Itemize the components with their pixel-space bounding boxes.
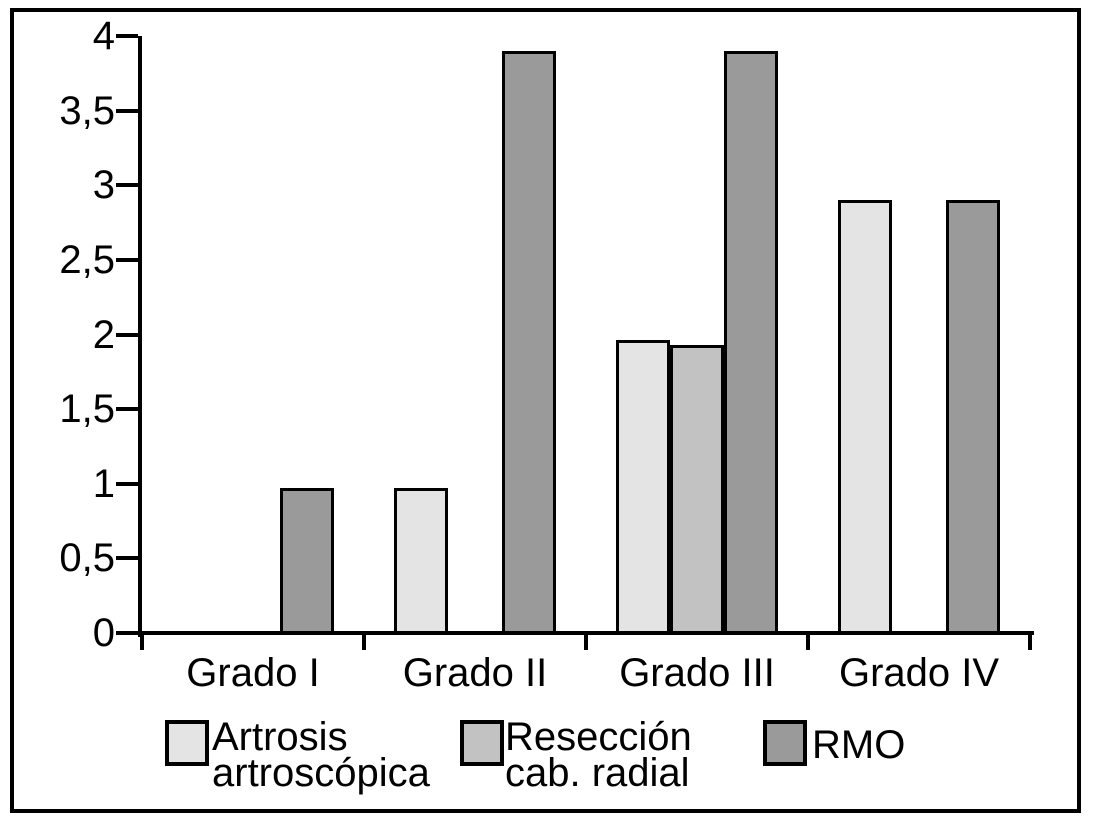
bar-grado-iv-series-2 (946, 200, 1000, 635)
x-tick (140, 631, 144, 650)
legend-swatch-series-2 (763, 720, 807, 766)
x-tick (584, 631, 588, 650)
legend-swatch-series-1 (460, 720, 504, 766)
y-tick-label: 1 (92, 462, 115, 506)
y-tick (116, 333, 138, 337)
y-tick-label: 0 (92, 611, 115, 655)
y-tick-label: 4 (92, 14, 115, 58)
x-category-label: Grado I (186, 651, 320, 695)
x-tick (362, 631, 366, 650)
bar-grado-iv-series-0 (838, 200, 892, 635)
y-tick (116, 183, 138, 187)
bar-grado-ii-series-2 (502, 51, 556, 635)
y-tick (116, 407, 138, 411)
bar-grado-iii-series-0 (616, 340, 670, 635)
x-tick (1028, 631, 1032, 650)
legend-label-series-1: Resección cab. radial (505, 715, 692, 795)
legend-label-series-2: RMO (812, 723, 906, 767)
bar-grado-iii-series-1 (670, 345, 724, 635)
bar-grado-ii-series-0 (394, 488, 448, 635)
y-tick-label: 1,5 (59, 387, 115, 431)
y-axis (138, 36, 142, 637)
y-tick-label: 2,5 (59, 238, 115, 282)
legend-label-series-0: Artrosis artroscópica (212, 715, 430, 795)
x-category-label: Grado II (402, 651, 548, 695)
y-tick-label: 2 (92, 313, 115, 357)
y-tick (116, 482, 138, 486)
y-tick (116, 34, 138, 38)
y-tick-label: 3,5 (59, 89, 115, 133)
x-category-label: Grado IV (838, 651, 1000, 695)
x-tick (806, 631, 810, 650)
bar-grado-iii-series-2 (724, 51, 778, 635)
y-tick-label: 3 (92, 163, 115, 207)
y-tick (116, 631, 138, 635)
bar-grado-i-series-2 (280, 488, 334, 635)
y-tick (116, 109, 138, 113)
y-tick-label: 0,5 (59, 536, 115, 580)
y-tick (116, 258, 138, 262)
figure-frame (10, 8, 1081, 813)
y-tick (116, 556, 138, 560)
legend-swatch-series-0 (165, 720, 209, 766)
x-category-label: Grado III (619, 651, 775, 695)
